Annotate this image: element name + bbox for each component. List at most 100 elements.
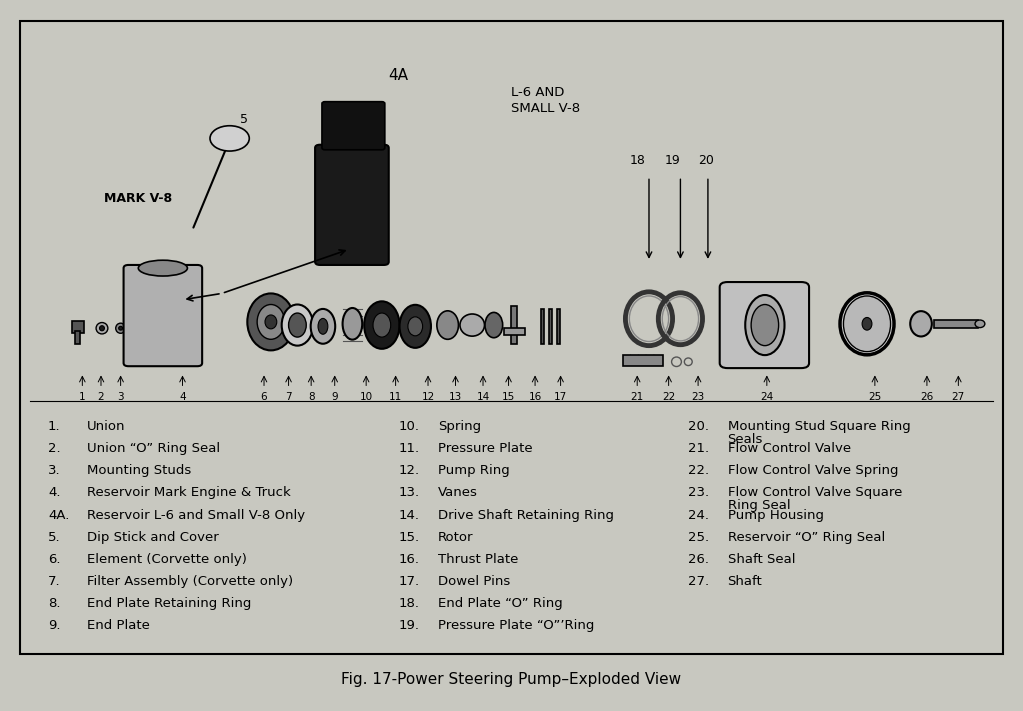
Text: 16.: 16. <box>399 553 419 566</box>
Ellipse shape <box>288 313 306 337</box>
Text: End Plate Retaining Ring: End Plate Retaining Ring <box>87 597 252 610</box>
Text: 5: 5 <box>240 112 249 126</box>
Text: 25.: 25. <box>688 530 709 544</box>
Text: 14.: 14. <box>399 508 419 522</box>
Ellipse shape <box>745 295 785 355</box>
Text: Pump Ring: Pump Ring <box>438 464 509 477</box>
FancyBboxPatch shape <box>322 102 385 150</box>
Text: 8.: 8. <box>48 597 60 610</box>
Text: Thrust Plate: Thrust Plate <box>438 553 519 566</box>
Text: 20: 20 <box>698 154 714 167</box>
Text: Flow Control Valve Spring: Flow Control Valve Spring <box>727 464 898 477</box>
Text: 22.: 22. <box>688 464 709 477</box>
Ellipse shape <box>460 314 485 336</box>
Text: Reservoir L-6 and Small V-8 Only: Reservoir L-6 and Small V-8 Only <box>87 508 306 522</box>
Ellipse shape <box>975 320 985 328</box>
Text: Shaft: Shaft <box>727 575 762 588</box>
Text: 15.: 15. <box>399 530 419 544</box>
Text: MARK V-8: MARK V-8 <box>104 192 172 205</box>
Ellipse shape <box>116 324 126 333</box>
FancyBboxPatch shape <box>315 145 389 265</box>
Ellipse shape <box>408 317 422 336</box>
Text: 11: 11 <box>389 392 402 402</box>
Text: 24: 24 <box>760 392 773 402</box>
Circle shape <box>210 126 250 151</box>
Text: 6.: 6. <box>48 553 60 566</box>
Text: 22: 22 <box>662 392 675 402</box>
Text: 7: 7 <box>285 392 292 402</box>
Ellipse shape <box>343 308 362 340</box>
Text: 25: 25 <box>869 392 882 402</box>
Text: Pump Housing: Pump Housing <box>727 508 824 522</box>
Text: 4.: 4. <box>48 486 60 499</box>
Text: Dowel Pins: Dowel Pins <box>438 575 510 588</box>
Text: Mounting Stud Square Ring: Mounting Stud Square Ring <box>727 420 910 433</box>
Text: 2.: 2. <box>48 442 60 455</box>
Text: 13.: 13. <box>399 486 419 499</box>
Bar <box>512 306 518 344</box>
Text: 1.: 1. <box>48 420 60 433</box>
Text: 8: 8 <box>308 392 314 402</box>
Bar <box>76 331 81 344</box>
Text: 12.: 12. <box>399 464 419 477</box>
Text: Rotor: Rotor <box>438 530 474 544</box>
Ellipse shape <box>311 309 336 343</box>
Bar <box>541 309 544 344</box>
Ellipse shape <box>318 319 327 334</box>
Text: Ring Seal: Ring Seal <box>727 499 790 512</box>
Text: 18.: 18. <box>399 597 419 610</box>
Text: End Plate “O” Ring: End Plate “O” Ring <box>438 597 563 610</box>
Text: 4A: 4A <box>389 68 408 82</box>
Ellipse shape <box>373 313 391 337</box>
Text: Mounting Studs: Mounting Studs <box>87 464 191 477</box>
Text: Element (Corvette only): Element (Corvette only) <box>87 553 248 566</box>
Text: 4: 4 <box>179 392 186 402</box>
Ellipse shape <box>119 326 123 330</box>
Ellipse shape <box>257 304 284 339</box>
Text: 9: 9 <box>331 392 338 402</box>
Ellipse shape <box>364 301 400 349</box>
Ellipse shape <box>862 318 872 330</box>
Text: Seals: Seals <box>727 432 763 446</box>
Text: 20.: 20. <box>688 420 709 433</box>
Text: 3.: 3. <box>48 464 60 477</box>
Text: Spring: Spring <box>438 420 481 433</box>
Ellipse shape <box>400 305 431 348</box>
Text: Vanes: Vanes <box>438 486 478 499</box>
Text: 6: 6 <box>261 392 267 402</box>
Text: Union: Union <box>87 420 126 433</box>
Bar <box>623 355 663 366</box>
Text: End Plate: End Plate <box>87 619 150 632</box>
Text: Reservoir Mark Engine & Truck: Reservoir Mark Engine & Truck <box>87 486 291 499</box>
Text: 27: 27 <box>951 392 965 402</box>
Text: 19.: 19. <box>399 619 419 632</box>
Text: 17.: 17. <box>399 575 419 588</box>
Text: 13: 13 <box>449 392 462 402</box>
Ellipse shape <box>843 296 891 352</box>
Text: 11.: 11. <box>399 442 419 455</box>
Text: Flow Control Valve: Flow Control Valve <box>727 442 851 455</box>
Text: Drive Shaft Retaining Ring: Drive Shaft Retaining Ring <box>438 508 614 522</box>
Text: 27.: 27. <box>688 575 709 588</box>
Ellipse shape <box>751 304 779 346</box>
Text: 9.: 9. <box>48 619 60 632</box>
Bar <box>72 321 84 333</box>
Ellipse shape <box>910 311 932 336</box>
Ellipse shape <box>138 260 187 276</box>
Text: 2: 2 <box>97 392 104 402</box>
Text: 15: 15 <box>502 392 516 402</box>
Ellipse shape <box>840 293 894 355</box>
Text: 3: 3 <box>118 392 124 402</box>
Ellipse shape <box>99 326 104 331</box>
Ellipse shape <box>281 304 313 346</box>
Text: 10.: 10. <box>399 420 419 433</box>
Text: 26.: 26. <box>688 553 709 566</box>
Text: 7.: 7. <box>48 575 60 588</box>
Ellipse shape <box>265 315 277 329</box>
Bar <box>934 320 978 328</box>
Bar <box>557 309 560 344</box>
Text: 26: 26 <box>921 392 934 402</box>
Text: 17: 17 <box>554 392 567 402</box>
Text: Flow Control Valve Square: Flow Control Valve Square <box>727 486 902 499</box>
Text: Pressure Plate: Pressure Plate <box>438 442 532 455</box>
